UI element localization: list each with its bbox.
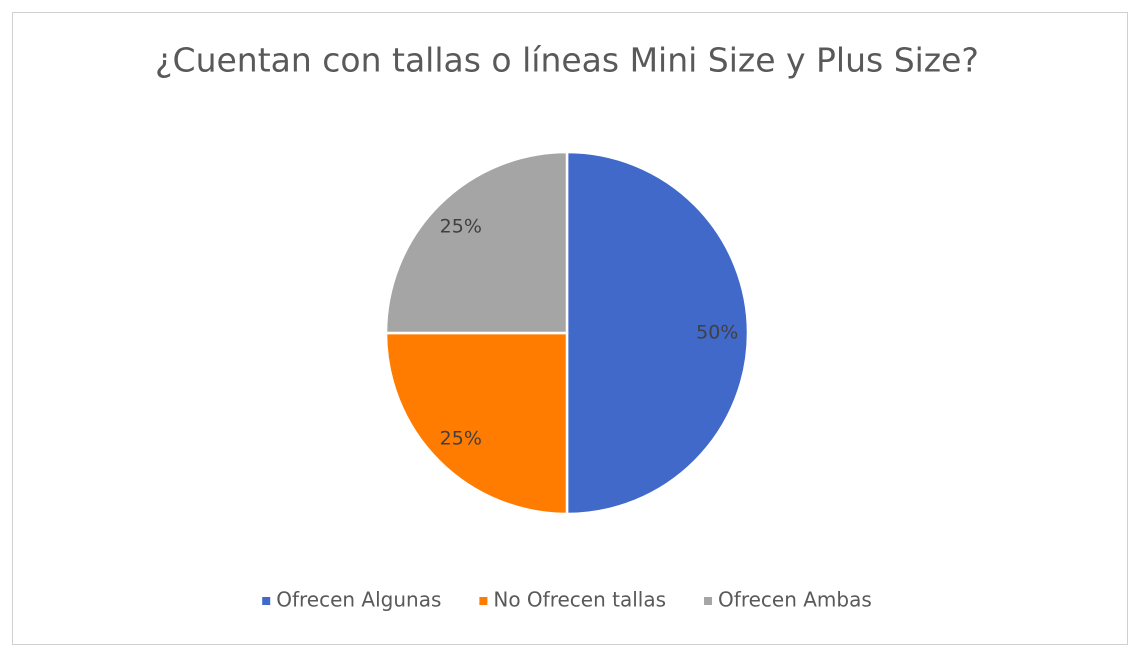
- legend-label: Ofrecen Algunas: [276, 588, 441, 612]
- data-label: 25%: [440, 428, 482, 450]
- legend-marker: [704, 597, 713, 605]
- legend-marker: [262, 597, 271, 605]
- legend-label: No Ofrecen tallas: [493, 588, 666, 612]
- pie-slice: [565, 150, 750, 516]
- pie-slice: [384, 331, 569, 516]
- data-label: 50%: [696, 322, 738, 344]
- pie-slice: [384, 150, 569, 335]
- legend-label: Ofrecen Ambas: [718, 588, 872, 612]
- data-label: 25%: [440, 215, 482, 237]
- legend-marker: [479, 597, 488, 605]
- chart-title: ¿Cuentan con tallas o líneas Mini Size y…: [155, 41, 979, 80]
